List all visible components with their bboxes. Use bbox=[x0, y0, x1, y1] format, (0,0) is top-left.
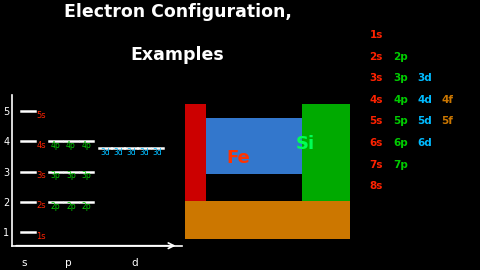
Text: 2s: 2s bbox=[370, 52, 383, 62]
Text: 2p: 2p bbox=[66, 202, 76, 211]
Text: 2p: 2p bbox=[82, 202, 92, 211]
Text: d: d bbox=[132, 258, 138, 268]
Bar bbox=[185, 105, 206, 201]
Text: 3p: 3p bbox=[82, 171, 92, 180]
Text: Electron Configuration,: Electron Configuration, bbox=[64, 3, 291, 21]
Text: 7s: 7s bbox=[370, 160, 383, 170]
Text: 3s: 3s bbox=[370, 73, 383, 83]
Text: 3d: 3d bbox=[113, 148, 123, 157]
Text: 3p: 3p bbox=[394, 73, 408, 83]
Text: 4s: 4s bbox=[370, 95, 383, 105]
Text: s: s bbox=[21, 258, 27, 268]
Bar bbox=[185, 104, 206, 117]
Text: 1s: 1s bbox=[370, 30, 383, 40]
Text: 4s: 4s bbox=[36, 141, 46, 150]
Text: 3d: 3d bbox=[126, 148, 136, 157]
Text: 4p: 4p bbox=[82, 141, 92, 150]
Bar bbox=[206, 104, 302, 117]
Text: 3p: 3p bbox=[66, 171, 76, 180]
Text: 7p: 7p bbox=[394, 160, 408, 170]
Text: 3d: 3d bbox=[418, 73, 432, 83]
Text: 5f: 5f bbox=[442, 116, 454, 127]
Text: 3s: 3s bbox=[36, 171, 46, 180]
Text: Fe: Fe bbox=[226, 149, 250, 167]
Text: 4f: 4f bbox=[442, 95, 454, 105]
Text: 6p: 6p bbox=[394, 138, 408, 148]
Text: 3p: 3p bbox=[50, 171, 60, 180]
Text: Examples: Examples bbox=[131, 46, 225, 64]
Text: 2s: 2s bbox=[36, 201, 46, 210]
Text: 4p: 4p bbox=[66, 141, 76, 150]
Text: 5d: 5d bbox=[418, 116, 432, 127]
Bar bbox=[185, 201, 350, 239]
Text: 4p: 4p bbox=[394, 95, 408, 105]
Text: p: p bbox=[65, 258, 72, 268]
Bar bbox=[302, 104, 350, 117]
Text: 6d: 6d bbox=[418, 138, 432, 148]
Text: 5s: 5s bbox=[36, 110, 46, 120]
Text: Si: Si bbox=[296, 136, 315, 153]
Text: 3d: 3d bbox=[153, 148, 162, 157]
Text: 3d: 3d bbox=[100, 148, 110, 157]
Text: 5p: 5p bbox=[394, 116, 408, 127]
Text: 5s: 5s bbox=[370, 116, 383, 127]
Bar bbox=[206, 104, 302, 174]
Text: 4d: 4d bbox=[418, 95, 432, 105]
Text: 6s: 6s bbox=[370, 138, 383, 148]
Text: 4p: 4p bbox=[50, 141, 60, 150]
Text: 2p: 2p bbox=[50, 202, 60, 211]
Text: 3d: 3d bbox=[140, 148, 149, 157]
Text: 1s: 1s bbox=[36, 231, 46, 241]
Bar bbox=[302, 105, 350, 201]
Text: 2p: 2p bbox=[394, 52, 408, 62]
Text: 8s: 8s bbox=[370, 181, 383, 191]
